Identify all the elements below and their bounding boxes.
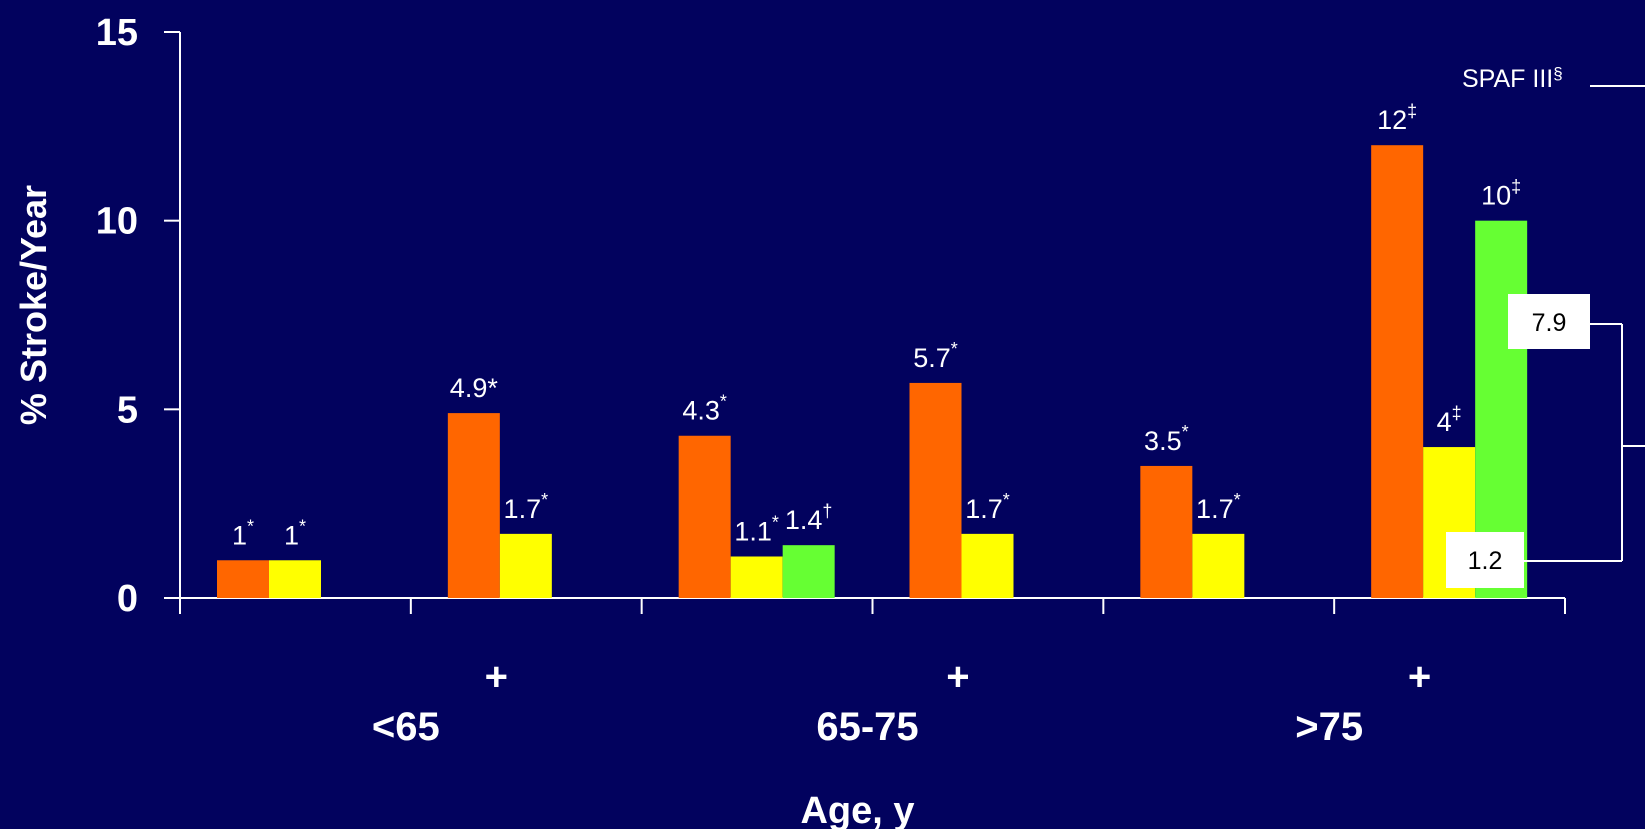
data-label: 1.7* bbox=[1196, 490, 1241, 524]
plus-sign: + bbox=[1408, 655, 1431, 699]
data-label: 1.7* bbox=[965, 490, 1010, 524]
axes: 0 5 10 15 % Stroke/Year Age, y <65 +65-75 + >75 + bbox=[13, 12, 1566, 829]
value-box-high bbox=[1508, 294, 1590, 349]
bar-orange bbox=[678, 435, 731, 598]
plus-sign: + bbox=[485, 655, 508, 699]
bars bbox=[217, 145, 1528, 598]
bar-yellow bbox=[269, 560, 321, 598]
bar-orange bbox=[217, 560, 269, 598]
value-box-high-text: 7.9 bbox=[1532, 309, 1567, 337]
bar-orange bbox=[1140, 465, 1193, 598]
data-label: 3.5* bbox=[1144, 422, 1189, 456]
data-label: 1* bbox=[232, 516, 254, 550]
y-tick-label: 15 bbox=[96, 12, 138, 54]
data-label: 5.7* bbox=[913, 339, 958, 373]
bar-orange bbox=[909, 382, 962, 598]
data-label: 4.9* bbox=[450, 373, 499, 403]
bar-orange bbox=[1371, 145, 1424, 598]
y-tick-label: 5 bbox=[117, 389, 138, 431]
group-label: <65 bbox=[372, 705, 440, 749]
annotations: SPAF III§ 7.9 1.2 bbox=[1446, 64, 1645, 588]
y-axis-label: % Stroke/Year bbox=[13, 185, 54, 425]
group-label: >75 bbox=[1295, 705, 1363, 749]
value-box-low-text: 1.2 bbox=[1468, 547, 1503, 575]
value-box-low bbox=[1446, 532, 1524, 588]
data-label: 4‡ bbox=[1437, 403, 1462, 437]
bar-yellow bbox=[730, 556, 783, 598]
bar-yellow bbox=[1192, 533, 1245, 598]
data-labels: 1* 1*4.9*1.7*4.3*1.1* 1.4†5.7*1.7*3.5*1.7*… bbox=[232, 101, 1521, 550]
data-label: 1.1* bbox=[734, 512, 779, 546]
bar-yellow bbox=[961, 533, 1014, 598]
y-tick-label: 10 bbox=[96, 201, 138, 243]
data-label: 1.7* bbox=[504, 490, 549, 524]
data-label: 10‡ bbox=[1481, 177, 1521, 211]
bar-yellow bbox=[499, 533, 552, 598]
bar-green bbox=[782, 545, 835, 598]
y-tick-label: 0 bbox=[117, 578, 138, 620]
group-label: 65-75 bbox=[816, 705, 918, 749]
data-label: 1.4† bbox=[785, 501, 833, 535]
x-axis-label: Age, y bbox=[800, 790, 914, 829]
data-label: 12‡ bbox=[1377, 101, 1417, 135]
data-label: 1* bbox=[284, 516, 306, 550]
bar-orange bbox=[447, 413, 500, 598]
data-label: 4.3* bbox=[682, 392, 727, 426]
plus-sign: + bbox=[946, 655, 969, 699]
spaf-label: SPAF III§ bbox=[1462, 64, 1563, 93]
